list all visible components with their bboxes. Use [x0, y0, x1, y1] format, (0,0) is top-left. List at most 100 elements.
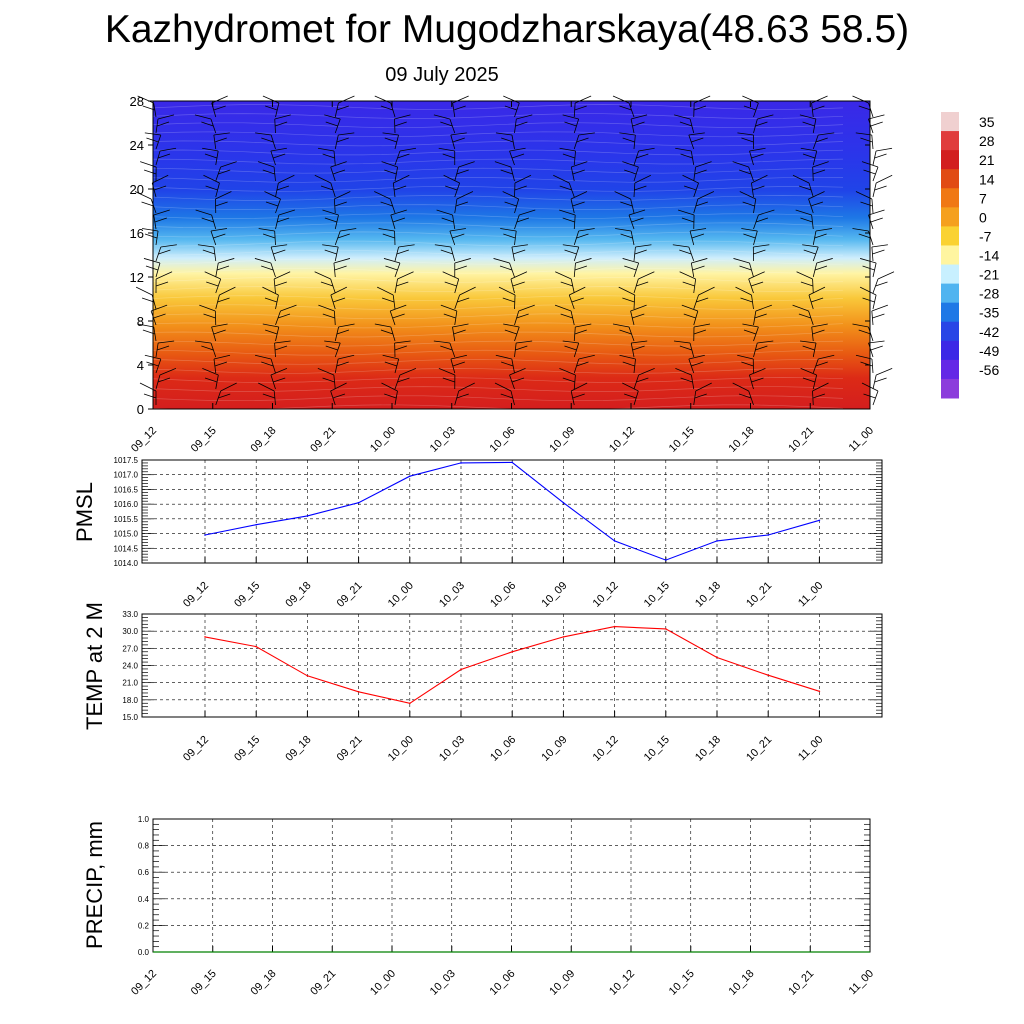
x-tick-label: 09_12 — [181, 734, 211, 764]
contour-line — [152, 176, 844, 183]
wind-barb-flag — [325, 121, 338, 127]
wind-barb-flag — [330, 382, 347, 392]
wind-barb-flag — [574, 329, 587, 335]
wind-barb-flag — [619, 329, 632, 335]
wind-barb-flag — [500, 169, 513, 175]
wind-barb-flag — [562, 153, 576, 159]
wind-barb-flag — [217, 297, 230, 303]
wind-barb-flag — [495, 132, 513, 136]
colorbar-swatch — [941, 321, 959, 342]
x-tick-label: 10_15 — [642, 734, 672, 764]
wind-barb-flag — [874, 377, 887, 383]
x-tick-label: 09_21 — [335, 734, 365, 764]
wind-barb-flag — [322, 313, 335, 319]
y-axis-label: PRECIP, mm — [82, 821, 107, 949]
plot-frame — [141, 459, 883, 564]
wind-barb-flag — [622, 258, 639, 264]
wind-barb — [811, 102, 814, 118]
wind-barb-flag — [500, 393, 513, 399]
wind-barb-flag — [511, 244, 528, 248]
colorbar-swatch — [941, 359, 959, 380]
colorbar-swatch — [941, 302, 959, 323]
wind-barb — [633, 390, 639, 406]
wind-barb-flag — [374, 95, 391, 104]
wind-barb-flag — [569, 286, 586, 296]
wind-barb-flag — [615, 228, 632, 232]
wind-barb-flag — [280, 304, 297, 312]
wind-barb-flag — [383, 258, 401, 264]
wind-barb-flag — [202, 368, 219, 376]
colorbar-label: -35 — [979, 305, 999, 321]
wind-barb-flag — [384, 137, 397, 143]
wind-barb-flag — [742, 323, 759, 328]
wind-barb-flag — [695, 201, 708, 207]
wind-barb-flag — [324, 217, 338, 223]
heatmap-x-tick-label: 09_15 — [189, 425, 219, 455]
wind-barb-flag — [575, 323, 592, 328]
wind-barb-flag — [679, 121, 693, 127]
x-tick-label: 09_21 — [335, 580, 365, 610]
y-tick-label: 1016.5 — [114, 485, 139, 494]
wind-barb-flag — [742, 201, 755, 207]
wind-barb-flag — [740, 297, 753, 303]
wind-barb-flag — [158, 340, 175, 344]
wind-barb-flag — [808, 191, 825, 200]
contour-line — [152, 149, 844, 156]
wind-barb-flag — [812, 393, 826, 399]
wind-barb-flag — [697, 191, 715, 200]
x-tick-label: 10_09 — [539, 734, 569, 764]
wind-barb-flag — [204, 377, 218, 383]
data-point — [767, 674, 769, 677]
wind-barb-flag — [338, 354, 355, 360]
wind-barb-flag — [795, 209, 812, 216]
x-tick-label: 11_00 — [796, 734, 826, 764]
wind-barb-flag — [434, 244, 451, 248]
wind-barb-flag — [390, 304, 407, 312]
wind-barb-flag — [382, 132, 399, 136]
wind-barb-flag — [454, 265, 467, 271]
wind-barb-flag — [398, 244, 415, 248]
wind-barb-flag — [336, 329, 350, 335]
wind-barb-flag — [213, 132, 230, 136]
wind-barb-flag — [277, 313, 291, 319]
x-tick-label: 10_06 — [488, 734, 518, 764]
wind-barb-flag — [494, 161, 512, 168]
wind-barb-flag — [399, 368, 417, 376]
wind-barb-flag — [318, 304, 335, 312]
wind-barb-flag — [576, 361, 589, 367]
wind-barb-flag — [205, 185, 218, 191]
wind-barb-flag — [638, 147, 655, 152]
wind-barb-flag — [562, 217, 575, 223]
wind-barb-flag — [675, 147, 692, 152]
wind-barb-flag — [433, 114, 450, 120]
wind-barb-flag — [438, 147, 455, 152]
data-point — [357, 691, 360, 693]
wind-barb-flag — [455, 201, 468, 207]
wind-barb-flag — [444, 281, 457, 287]
wind-barb-flag — [276, 185, 290, 191]
y-tick-label: 0.6 — [138, 868, 150, 877]
wind-barb — [573, 102, 576, 118]
wind-barb-flag — [153, 209, 170, 216]
wind-barb-flag — [322, 244, 339, 248]
x-tick-label: 10_21 — [744, 734, 774, 764]
wind-barb-flag — [144, 233, 158, 239]
wind-barb-flag — [871, 304, 888, 312]
wind-barb-flag — [792, 304, 809, 312]
wind-barb-flag — [333, 258, 351, 264]
wind-barb-flag — [852, 323, 869, 328]
wind-barb-flag — [570, 191, 588, 200]
wind-barb-flag — [456, 393, 469, 399]
contour-line — [152, 204, 844, 210]
heatmap-y-tick-label: 0 — [137, 402, 144, 417]
x-tick-label: 10_18 — [693, 734, 723, 764]
wind-barb-flag — [442, 271, 459, 280]
wind-barb-flag — [397, 153, 410, 159]
data-point — [460, 462, 462, 464]
colorbar-swatch — [941, 245, 959, 266]
y-tick-label: 0.8 — [138, 842, 150, 851]
wind-barb-flag — [624, 265, 637, 271]
wind-barb-flag — [630, 114, 648, 120]
wind-barb-flag — [332, 169, 346, 175]
wind-barb-flag — [214, 361, 227, 367]
